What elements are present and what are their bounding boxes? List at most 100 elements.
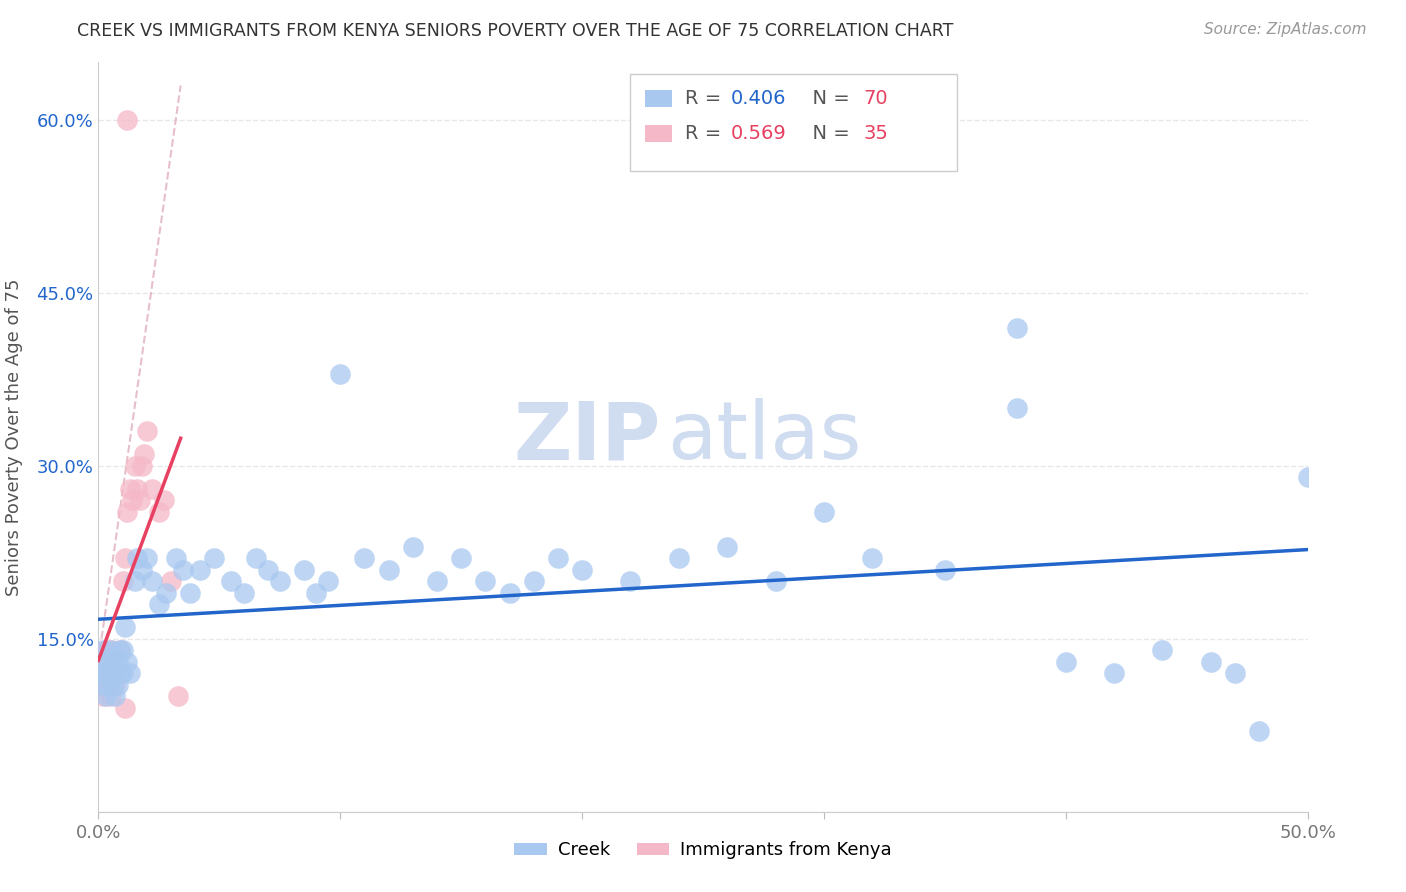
Point [118, 482, 141, 496]
Point [619, 574, 641, 589]
Point [1102, 666, 1125, 681]
Point [547, 551, 569, 566]
Point [1054, 655, 1077, 669]
Point [107, 655, 129, 669]
Point [188, 563, 211, 577]
Point [97, 678, 120, 692]
Point [114, 551, 136, 566]
Point [90, 666, 112, 681]
Point [117, 655, 139, 669]
Point [245, 551, 267, 566]
Text: 0.569: 0.569 [731, 124, 786, 143]
Point [94, 666, 117, 681]
Point [101, 678, 124, 692]
Point [179, 585, 201, 599]
Text: atlas: atlas [666, 398, 860, 476]
Text: 35: 35 [863, 124, 889, 143]
Point [108, 666, 131, 681]
Point [101, 666, 124, 681]
Legend: Creek, Immigrants from Kenya: Creek, Immigrants from Kenya [508, 834, 898, 866]
Point [135, 425, 157, 439]
FancyBboxPatch shape [630, 74, 957, 171]
Point [97, 655, 120, 669]
Point [474, 574, 496, 589]
Point [107, 678, 129, 692]
Point [104, 666, 127, 681]
Point [135, 551, 157, 566]
Point [91, 690, 114, 704]
Point [90, 655, 112, 669]
Point [160, 574, 183, 589]
Point [292, 563, 315, 577]
Point [167, 690, 190, 704]
FancyBboxPatch shape [645, 126, 672, 142]
Point [152, 493, 174, 508]
Text: 0.406: 0.406 [731, 89, 786, 108]
Point [128, 493, 150, 508]
Point [104, 678, 127, 692]
Point [232, 585, 254, 599]
Point [377, 563, 399, 577]
Text: CREEK VS IMMIGRANTS FROM KENYA SENIORS POVERTY OVER THE AGE OF 75 CORRELATION CH: CREEK VS IMMIGRANTS FROM KENYA SENIORS P… [77, 22, 953, 40]
Point [204, 551, 226, 566]
Point [221, 574, 243, 589]
Point [111, 643, 134, 657]
Point [134, 447, 156, 461]
Text: 70: 70 [863, 89, 889, 108]
Text: N =: N = [800, 124, 856, 143]
Point [127, 551, 149, 566]
Point [165, 551, 187, 566]
Point [91, 643, 114, 657]
Point [131, 458, 153, 473]
Point [91, 678, 114, 692]
Point [114, 620, 136, 634]
Point [118, 666, 141, 681]
Point [1296, 470, 1319, 484]
Point [450, 551, 472, 566]
Text: Source: ZipAtlas.com: Source: ZipAtlas.com [1204, 22, 1367, 37]
Point [117, 505, 139, 519]
Point [90, 678, 112, 692]
Point [155, 585, 177, 599]
Point [91, 655, 114, 669]
FancyBboxPatch shape [645, 90, 672, 107]
Point [124, 458, 146, 473]
Point [100, 643, 122, 657]
Point [127, 482, 149, 496]
Point [316, 574, 339, 589]
Text: R =: R = [685, 89, 727, 108]
Point [813, 505, 835, 519]
Point [114, 701, 136, 715]
Point [124, 574, 146, 589]
Point [1223, 666, 1246, 681]
Point [668, 551, 690, 566]
Point [100, 643, 122, 657]
Point [104, 690, 127, 704]
Point [107, 655, 129, 669]
Point [269, 574, 291, 589]
Point [256, 563, 278, 577]
Point [108, 643, 131, 657]
Point [141, 574, 163, 589]
Point [94, 643, 117, 657]
Point [402, 540, 425, 554]
Point [1007, 320, 1029, 334]
Point [860, 551, 883, 566]
Point [100, 666, 122, 681]
Point [111, 666, 134, 681]
Point [1249, 724, 1271, 739]
Point [90, 666, 112, 681]
Text: R =: R = [685, 124, 727, 143]
Point [117, 113, 139, 128]
Text: ZIP: ZIP [513, 398, 661, 476]
Point [1152, 643, 1174, 657]
Point [148, 597, 170, 611]
Point [148, 505, 170, 519]
Point [353, 551, 375, 566]
Point [97, 678, 120, 692]
Point [765, 574, 787, 589]
Point [1199, 655, 1222, 669]
Point [305, 585, 328, 599]
Point [934, 563, 956, 577]
Point [571, 563, 593, 577]
